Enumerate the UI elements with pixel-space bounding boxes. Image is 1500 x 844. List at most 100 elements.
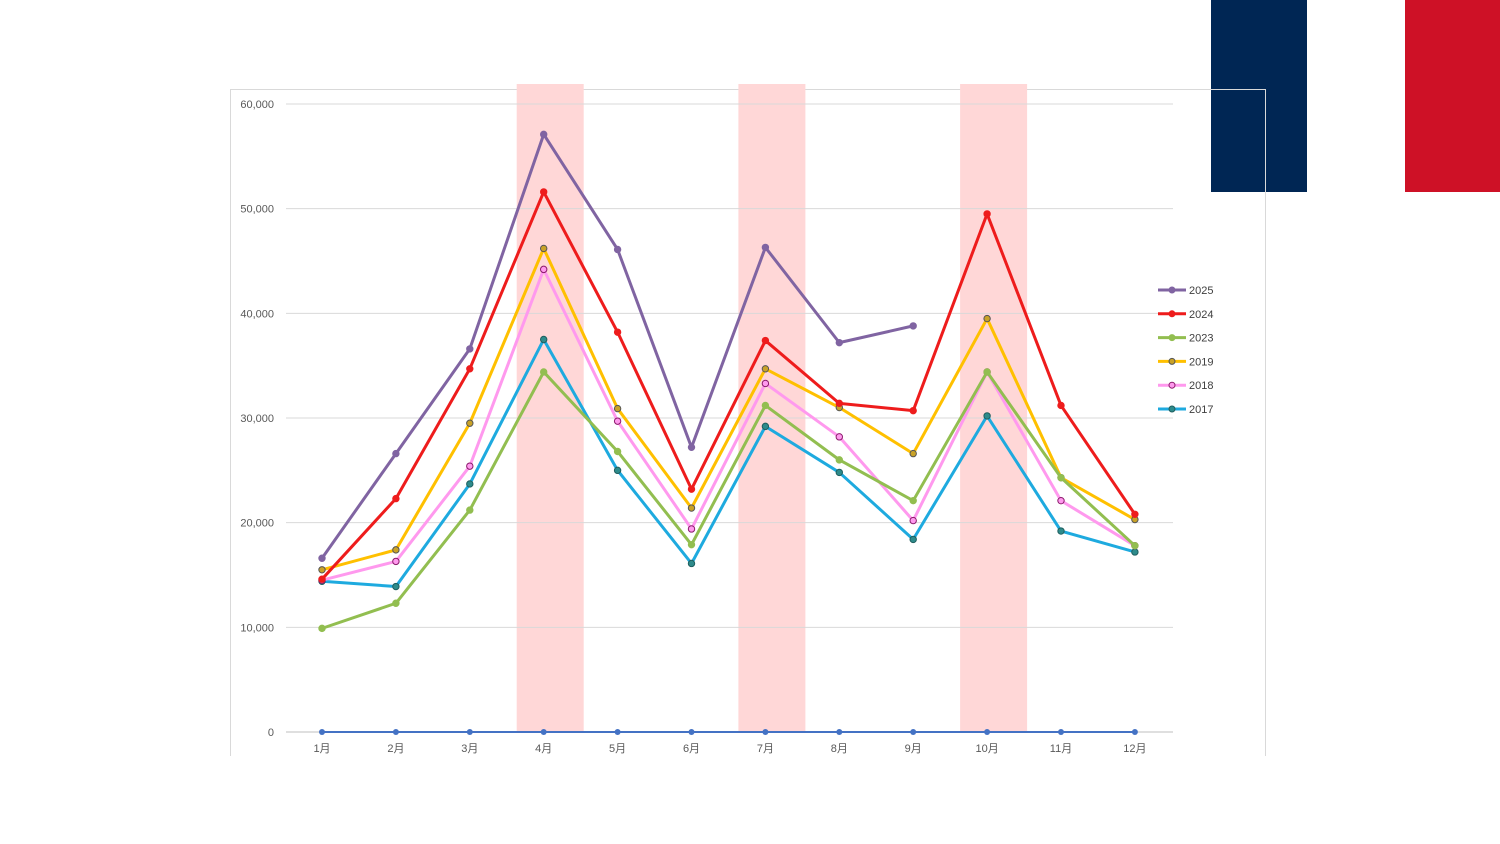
data-point-2023	[909, 496, 917, 505]
legend-swatch-marker	[1168, 357, 1176, 365]
data-point-2019	[983, 314, 991, 323]
baseline-series-point	[319, 729, 325, 735]
data-point-2025	[909, 322, 917, 330]
data-point-2019	[318, 566, 326, 574]
data-point-2017	[909, 535, 917, 544]
legend-swatch-marker	[1168, 310, 1176, 318]
x-tick-label: 2月	[387, 743, 404, 755]
data-point-2025	[761, 243, 770, 252]
highlight-band	[738, 84, 806, 731]
data-point-2017	[540, 335, 548, 344]
data-point-2017	[835, 468, 843, 477]
data-point-2019	[687, 504, 696, 512]
y-tick-label: 0	[268, 727, 274, 739]
data-point-2019	[761, 365, 770, 373]
legend-label: 2024	[1189, 309, 1213, 321]
x-tick-label: 10月	[975, 743, 998, 755]
baseline-series-point	[1058, 729, 1064, 735]
data-point-2024	[318, 575, 326, 583]
data-point-2024	[466, 365, 474, 373]
baseline-series-point	[836, 729, 843, 735]
data-point-2023	[540, 368, 548, 376]
highlight-band	[516, 84, 584, 731]
flag-stripe-red	[1405, 0, 1500, 192]
x-tick-label: 4月	[535, 743, 552, 755]
data-point-2023	[983, 368, 991, 376]
legend-label: 2017	[1189, 404, 1213, 416]
data-point-2017	[1131, 548, 1139, 556]
data-point-2023	[1057, 473, 1065, 482]
data-point-2024	[909, 406, 917, 415]
legend-swatch-marker	[1168, 381, 1176, 389]
data-point-2024	[540, 188, 548, 196]
data-point-2025	[687, 443, 696, 452]
data-point-2023	[318, 624, 326, 633]
series-line-2024	[320, 190, 1137, 581]
data-point-2023	[392, 599, 400, 607]
highlight-band	[960, 84, 1028, 731]
data-point-2023	[613, 447, 622, 456]
data-point-2024	[983, 210, 991, 218]
x-tick-label: 8月	[831, 743, 848, 755]
data-point-2023	[466, 506, 474, 514]
data-point-2024	[1057, 401, 1065, 410]
data-point-2018	[909, 516, 917, 525]
data-point-2019	[466, 419, 474, 427]
baseline-series-point	[392, 729, 399, 735]
data-point-2025	[392, 449, 400, 458]
data-point-2019	[909, 449, 917, 458]
data-point-2017	[613, 466, 622, 475]
data-point-2024	[1131, 510, 1139, 518]
data-point-2018	[540, 265, 548, 274]
data-point-2017	[983, 412, 991, 420]
data-point-2025	[466, 345, 474, 353]
data-point-2025	[613, 245, 622, 254]
data-point-2024	[687, 485, 696, 493]
data-point-2024	[613, 328, 622, 336]
data-point-2019	[613, 404, 622, 413]
data-point-2024	[835, 399, 843, 408]
legend-label: 2025	[1189, 285, 1213, 297]
data-point-2024	[392, 494, 400, 503]
data-point-2024	[761, 336, 770, 345]
data-point-2018	[687, 525, 696, 533]
x-tick-label: 11月	[1050, 743, 1072, 755]
data-point-2023	[1131, 541, 1139, 550]
data-point-2017	[761, 422, 770, 431]
baseline-series-point	[1131, 729, 1138, 735]
baseline-series-point	[688, 729, 695, 735]
y-tick-label: 60,000	[240, 99, 274, 111]
x-tick-label: 9月	[905, 743, 922, 755]
baseline-series-point	[910, 729, 917, 735]
data-point-2018	[466, 462, 474, 470]
data-point-2017	[1057, 527, 1065, 535]
data-point-2018	[1057, 496, 1065, 505]
legend-swatch-marker	[1168, 286, 1176, 294]
data-point-2017	[687, 559, 696, 568]
x-tick-label: 6月	[683, 743, 700, 755]
legend-label: 2018	[1189, 380, 1213, 392]
data-point-2023	[761, 401, 770, 410]
x-tick-label: 5月	[609, 743, 626, 755]
series-line-2019	[320, 246, 1137, 572]
baseline-series-point	[984, 729, 991, 735]
data-point-2017	[392, 582, 400, 591]
x-tick-label: 7月	[757, 743, 774, 755]
y-tick-label: 20,000	[240, 518, 274, 530]
x-tick-label: 1月	[313, 743, 330, 755]
y-tick-label: 30,000	[240, 413, 274, 425]
flag-stripe-white	[1307, 0, 1405, 192]
data-point-2018	[392, 557, 400, 566]
legend-label: 2019	[1189, 356, 1213, 368]
data-point-2018	[613, 417, 622, 425]
legend-swatch-marker	[1168, 334, 1176, 342]
legend-swatch-marker	[1168, 405, 1176, 413]
legend-label: 2023	[1189, 333, 1213, 345]
data-point-2023	[835, 456, 843, 464]
data-point-2025	[835, 338, 843, 347]
data-point-2023	[687, 540, 696, 549]
series-line-2023	[320, 370, 1137, 630]
baseline-series-point	[762, 729, 769, 735]
data-point-2019	[392, 546, 400, 554]
